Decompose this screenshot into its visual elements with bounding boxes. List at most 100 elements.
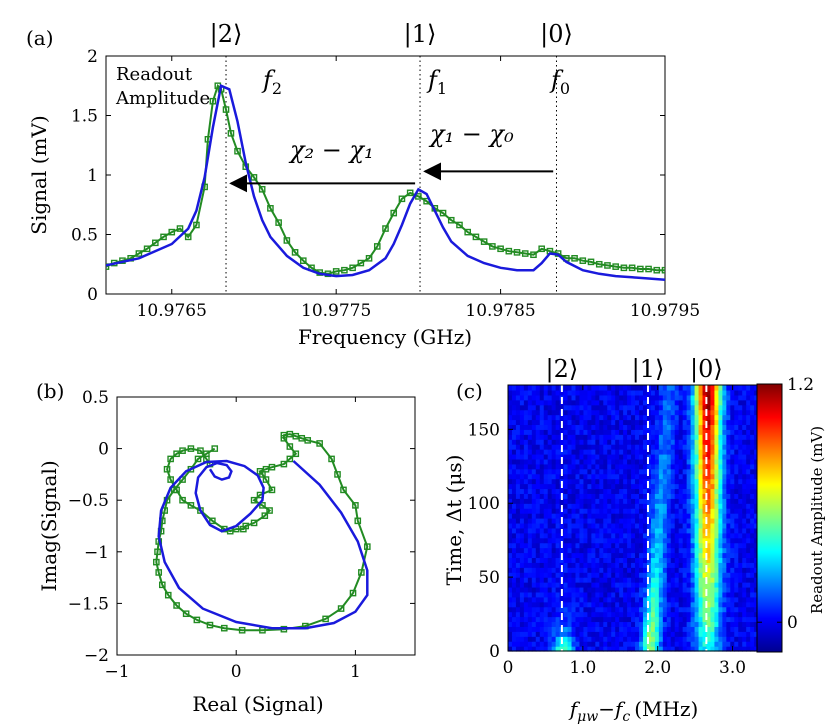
- heatmap-cell: [547, 582, 553, 588]
- heatmap-cell: [535, 483, 541, 490]
- panel-c-xtick-label: 0: [503, 658, 514, 678]
- heatmap-cell: [682, 532, 688, 539]
- heatmap-cell: [718, 493, 723, 499]
- heatmap-cell: [567, 641, 573, 647]
- heatmap-cell: [627, 591, 632, 598]
- heatmap-cell: [750, 557, 755, 563]
- heatmap-cell: [750, 488, 755, 494]
- heatmap-cell: [531, 572, 537, 578]
- heatmap-cell: [519, 616, 525, 623]
- heatmap-cell: [742, 498, 747, 504]
- heatmap-cell: [571, 463, 577, 470]
- heatmap-cell: [603, 429, 608, 435]
- heatmap-cell: [603, 458, 608, 465]
- heatmap-cell: [639, 631, 644, 637]
- heatmap-cell: [722, 606, 727, 613]
- heatmap-cell: [639, 419, 644, 426]
- heatmap-cell: [595, 404, 600, 411]
- heatmap-cell: [654, 522, 660, 529]
- heatmap-cell: [547, 385, 553, 391]
- heatmap-cell: [535, 636, 541, 642]
- heatmap-cell: [662, 458, 668, 465]
- heatmap-cell: [527, 518, 533, 524]
- heatmap-cell: [726, 626, 731, 632]
- heatmap-cell: [654, 596, 660, 603]
- panel-a-data-point: [604, 262, 611, 269]
- heatmap-cell: [754, 626, 759, 632]
- heatmap-cell: [674, 429, 680, 435]
- heatmap-cell: [515, 641, 521, 647]
- heatmap-cell: [631, 532, 636, 539]
- heatmap-cell: [698, 424, 704, 430]
- heatmap-cell: [579, 552, 585, 559]
- heatmap-cell: [587, 577, 592, 583]
- heatmap-cell: [658, 641, 664, 647]
- heatmap-cell: [571, 508, 577, 514]
- heatmap-cell: [726, 424, 731, 430]
- heatmap-cell: [694, 419, 700, 426]
- heatmap-cell: [583, 572, 588, 578]
- heatmap-cell: [619, 542, 624, 549]
- heatmap-cell: [650, 557, 656, 563]
- heatmap-cell: [595, 542, 600, 549]
- heatmap-cell: [662, 646, 668, 652]
- heatmap-cell: [698, 522, 704, 529]
- heatmap-cell: [658, 434, 664, 440]
- heatmap-cell: [563, 606, 569, 613]
- heatmap-cell: [642, 611, 648, 618]
- heatmap-cell: [587, 641, 592, 647]
- heatmap-cell: [698, 547, 704, 554]
- heatmap-cell: [710, 547, 716, 554]
- panel-a: (a) 10.9765 10.9775 10.9785 10.979500.511.5…: [26, 20, 700, 349]
- heatmap-cell: [535, 468, 541, 475]
- heatmap-cell: [730, 488, 735, 494]
- heatmap-cell: [702, 621, 708, 627]
- heatmap-cell: [567, 621, 573, 627]
- heatmap-cell: [690, 562, 696, 568]
- heatmap-cell: [519, 577, 525, 583]
- heatmap-cell: [674, 562, 680, 568]
- heatmap-cell: [515, 399, 521, 406]
- heatmap-cell: [555, 532, 561, 539]
- heatmap-cell: [531, 626, 537, 632]
- heatmap-cell: [670, 527, 676, 534]
- heatmap-cell: [571, 636, 577, 642]
- heatmap-cell: [639, 385, 644, 391]
- heatmap-cell: [650, 562, 656, 568]
- heatmap-cell: [674, 404, 680, 411]
- heatmap-cell: [706, 409, 712, 416]
- heatmap-cell: [599, 503, 604, 509]
- heatmap-cell: [742, 468, 747, 475]
- heatmap-cell: [698, 641, 704, 647]
- heatmap-cell: [607, 547, 612, 554]
- heatmap-cell: [754, 552, 759, 559]
- heatmap-cell: [702, 409, 708, 416]
- heatmap-cell: [718, 409, 723, 416]
- heatmap-cell: [515, 439, 521, 445]
- heatmap-cell: [722, 557, 727, 563]
- heatmap-cell: [591, 409, 596, 416]
- heatmap-cell: [543, 429, 549, 435]
- heatmap-cell: [563, 488, 569, 494]
- heatmap-cell: [603, 631, 608, 637]
- heatmap-cell: [571, 626, 577, 632]
- heatmap-cell: [682, 636, 688, 642]
- heatmap-cell: [571, 582, 577, 588]
- heatmap-cell: [635, 631, 640, 637]
- heatmap-cell: [726, 453, 731, 460]
- heatmap-cell: [682, 577, 688, 583]
- heatmap-cell: [575, 444, 581, 450]
- heatmap-cell: [631, 631, 636, 637]
- heatmap-cell: [571, 409, 577, 416]
- heatmap-cell: [631, 389, 636, 396]
- panel-a-arrow-label-chi10: χ₁ − χ₀: [428, 120, 514, 148]
- panel-b-data-point: [153, 558, 160, 566]
- heatmap-cell: [698, 577, 704, 583]
- heatmap-cell: [591, 463, 596, 470]
- heatmap-cell: [603, 542, 608, 549]
- heatmap-cell: [662, 611, 668, 618]
- heatmap-cell: [730, 537, 735, 544]
- heatmap-cell: [646, 488, 652, 494]
- heatmap-cell: [535, 404, 541, 411]
- heatmap-cell: [519, 532, 525, 539]
